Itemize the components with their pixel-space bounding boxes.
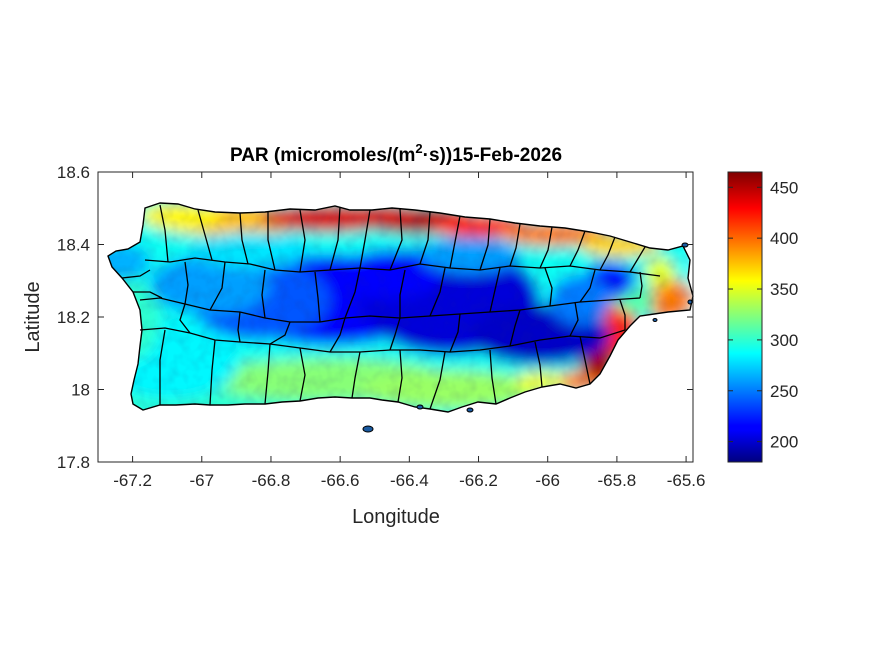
municipality-boundary bbox=[389, 317, 401, 351]
municipality-boundary bbox=[544, 267, 553, 307]
colorbar-tick-label: 250 bbox=[770, 382, 798, 401]
municipality-boundary bbox=[159, 329, 166, 405]
colorbar-tick-label: 200 bbox=[770, 433, 798, 452]
municipality-boundary bbox=[569, 230, 586, 267]
municipality-boundary bbox=[269, 321, 291, 345]
islet bbox=[362, 425, 374, 433]
municipality-boundary bbox=[239, 212, 249, 265]
municipality-boundary bbox=[639, 271, 643, 299]
x-tick-label: -66.8 bbox=[252, 471, 291, 490]
municipality-boundary bbox=[209, 261, 226, 311]
municipality-boundary bbox=[539, 226, 553, 269]
municipality-boundary bbox=[509, 223, 521, 267]
x-tick-label: -67.2 bbox=[113, 471, 152, 490]
municipality-boundary bbox=[159, 204, 169, 263]
municipality-boundary bbox=[351, 351, 361, 399]
x-tick-label: -66 bbox=[535, 471, 560, 490]
map-plot-area: -67.2 -67 -66.8 -66.6 -66.4 -66.2 -66 -65.8 -65.… bbox=[57, 163, 706, 490]
islet bbox=[466, 407, 474, 413]
municipality-boundary bbox=[509, 309, 521, 347]
colorbar-frame bbox=[727, 171, 763, 463]
municipality-boundary bbox=[419, 211, 431, 265]
municipality-boundary bbox=[397, 349, 403, 403]
y-tick-label: 17.8 bbox=[57, 453, 90, 472]
y-tick-label: 18.2 bbox=[57, 308, 90, 327]
municipality-boundary bbox=[299, 347, 306, 402]
municipality-boundaries bbox=[121, 204, 661, 410]
municipality-boundary bbox=[534, 341, 543, 388]
municipality-boundary bbox=[344, 267, 361, 319]
islet bbox=[687, 299, 693, 305]
islet bbox=[416, 404, 424, 410]
x-tick-label: -66.2 bbox=[459, 471, 498, 490]
y-tick-label: 18.6 bbox=[57, 163, 90, 182]
municipality-boundary bbox=[314, 271, 321, 323]
x-axis-label: Longitude bbox=[352, 506, 440, 528]
municipality-boundary bbox=[489, 267, 501, 313]
y-axis-label: Latitude bbox=[22, 281, 44, 352]
colorbar-tick-label: 400 bbox=[770, 229, 798, 248]
municipality-boundary bbox=[479, 218, 491, 271]
municipality-boundary bbox=[264, 343, 271, 405]
municipality-boundary bbox=[209, 339, 216, 406]
colorbar-tick-label: 300 bbox=[770, 331, 798, 350]
islet bbox=[652, 318, 658, 322]
municipality-boundary bbox=[449, 215, 461, 269]
municipality-boundary bbox=[121, 269, 151, 279]
municipality-boundary bbox=[429, 351, 446, 410]
y-axis: 17.8 18 18.2 18.4 18.6 bbox=[57, 163, 693, 472]
municipality-boundary bbox=[629, 246, 646, 273]
colorbar-tick-label: 450 bbox=[770, 178, 798, 197]
municipality-boundary bbox=[133, 291, 163, 299]
municipality-boundary bbox=[429, 267, 446, 317]
municipality-boundary bbox=[139, 327, 626, 353]
municipality-boundary bbox=[569, 301, 579, 337]
municipality-boundary bbox=[619, 299, 626, 330]
municipality-boundary bbox=[267, 212, 276, 271]
x-tick-label: -66.4 bbox=[390, 471, 429, 490]
municipality-boundary bbox=[599, 236, 616, 271]
municipality-boundary bbox=[329, 206, 341, 271]
municipality-boundary bbox=[389, 208, 403, 271]
municipality-boundary bbox=[329, 317, 346, 353]
municipality-boundary bbox=[184, 261, 189, 305]
municipality-boundary bbox=[449, 313, 461, 353]
municipality-boundary bbox=[399, 269, 406, 318]
y-tick-label: 18 bbox=[71, 381, 90, 400]
colorbar: 200 250 300 350 400 450 bbox=[727, 171, 798, 463]
island-coastline bbox=[107, 202, 694, 413]
colorbar-tick-label: 350 bbox=[770, 280, 798, 299]
y-tick-label: 18.4 bbox=[57, 236, 90, 255]
x-axis: -67.2 -67 -66.8 -66.6 -66.4 -66.2 -66 -65.8 -65.… bbox=[113, 172, 705, 490]
municipality-boundary bbox=[237, 311, 241, 343]
municipality-boundary bbox=[579, 269, 596, 303]
x-tick-label: -67 bbox=[189, 471, 214, 490]
municipality-boundary bbox=[261, 269, 266, 319]
x-tick-label: -66.6 bbox=[321, 471, 360, 490]
municipality-boundary bbox=[179, 303, 191, 334]
chart-title: PAR (micromoles/(m2·s))15-Feb-2026 bbox=[230, 141, 562, 166]
x-tick-label: -65.6 bbox=[667, 471, 706, 490]
municipality-boundary bbox=[299, 209, 306, 273]
municipality-boundary bbox=[579, 335, 591, 385]
municipality-boundary bbox=[489, 349, 497, 405]
municipality-boundary bbox=[359, 209, 371, 269]
colorbar-ticks: 200 250 300 350 400 450 bbox=[728, 178, 798, 452]
municipality-boundary bbox=[197, 209, 213, 261]
colorbar-gradient bbox=[728, 172, 762, 462]
x-tick-label: -65.8 bbox=[598, 471, 637, 490]
